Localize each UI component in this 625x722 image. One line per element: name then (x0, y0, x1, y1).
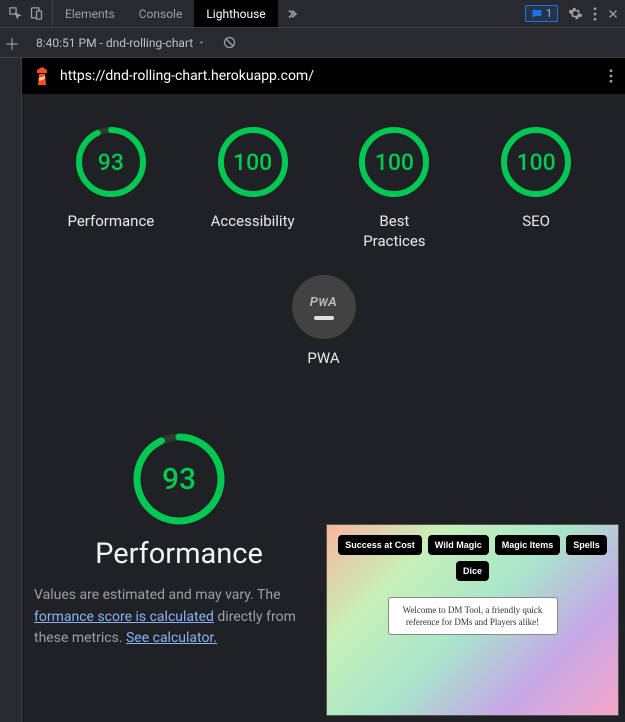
lighthouse-logo-icon (34, 67, 50, 85)
score-calc-link[interactable]: formance score is calculated (34, 609, 214, 625)
see-calculator-link[interactable]: See calculator. (126, 630, 217, 646)
device-toggle-icon[interactable] (29, 6, 44, 21)
gauge-label: SEO (522, 212, 550, 232)
preview-pill: Magic Items (495, 535, 561, 555)
gauge-seo[interactable]: 100 (498, 124, 574, 200)
performance-score-large: 93 (131, 431, 227, 527)
tab-console[interactable]: Console (127, 0, 195, 27)
preview-pill: Spells (566, 535, 607, 555)
new-report-button[interactable]: ＋ (4, 31, 26, 55)
section-description: Values are estimated and may vary. The f… (34, 585, 324, 650)
preview-pill: Wild Magic (428, 535, 489, 555)
report-dropdown-label: 8:40:51 PM - dnd-rolling-chart (36, 36, 193, 50)
gauge-label: BestPractices (363, 212, 425, 251)
preview-pill: Dice (456, 561, 489, 581)
gauge-score: 100 (356, 124, 432, 200)
report-url-bar: https://dnd-rolling-chart.herokuapp.com/ (22, 58, 625, 94)
report-menu-icon[interactable] (609, 69, 613, 83)
more-tabs-icon[interactable] (278, 8, 310, 20)
tab-elements[interactable]: Elements (53, 0, 127, 27)
report-url: https://dnd-rolling-chart.herokuapp.com/ (60, 68, 314, 84)
gauge-accessibility[interactable]: 100 (215, 124, 291, 200)
lighthouse-toolbar: ＋ 8:40:51 PM - dnd-rolling-chart (0, 28, 625, 58)
gauge-label: Accessibility (211, 212, 295, 232)
gauge-best practices[interactable]: 100 (356, 124, 432, 200)
gauge-score: 93 (73, 124, 149, 200)
messages-badge[interactable]: 1 (525, 5, 558, 22)
pwa-label: PWA (307, 349, 339, 367)
left-gutter (0, 58, 22, 722)
devtools-tabstrip: ElementsConsoleLighthouse 1 (0, 0, 625, 28)
close-icon[interactable] (607, 8, 619, 20)
gauge-score: 100 (215, 124, 291, 200)
clear-icon[interactable] (222, 35, 237, 50)
section-title: Performance (95, 537, 263, 571)
inspect-icon[interactable] (8, 6, 23, 21)
preview-card: Welcome to DM Tool, a friendly quick ref… (388, 597, 558, 635)
gauge-label: Performance (67, 212, 154, 232)
messages-count: 1 (546, 7, 552, 20)
performance-gauge-large[interactable]: 93 (131, 431, 227, 527)
preview-pill: Success at Cost (338, 535, 422, 555)
page-preview: Success at Cost Wild Magic Magic ItemsSpel… (326, 524, 619, 716)
kebab-menu-icon[interactable] (593, 7, 597, 21)
gauge-score: 100 (498, 124, 574, 200)
pwa-badge[interactable]: PWA (292, 275, 356, 339)
gauge-performance[interactable]: 93 (73, 124, 149, 200)
report-dropdown[interactable]: 8:40:51 PM - dnd-rolling-chart (36, 36, 206, 50)
settings-icon[interactable] (568, 6, 583, 21)
tab-lighthouse[interactable]: Lighthouse (194, 0, 277, 27)
